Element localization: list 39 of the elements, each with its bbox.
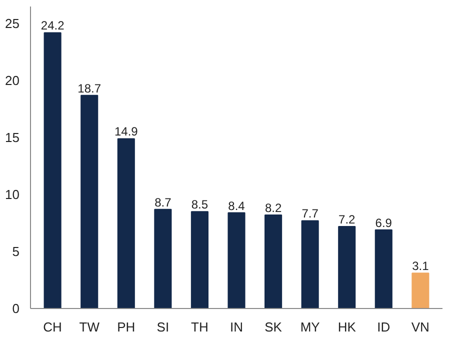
- y-tick-label: 15: [5, 130, 20, 146]
- x-tick-label: TW: [79, 320, 100, 334]
- data-label: 18.7: [78, 81, 102, 96]
- x-tick-label: CH: [43, 320, 62, 334]
- bar: [190, 211, 208, 308]
- x-tick-label: SI: [156, 320, 170, 334]
- x-tick-label: MY: [300, 320, 320, 334]
- x-tick-label: TH: [191, 320, 208, 334]
- y-tick-label: 0: [12, 301, 20, 316]
- bar: [264, 214, 282, 308]
- y-tick-label: 5: [12, 244, 20, 260]
- x-tick-label: SK: [264, 320, 282, 334]
- data-label: 6.9: [375, 216, 392, 230]
- data-label: 8.7: [154, 195, 172, 210]
- y-tick-label: 25: [5, 16, 20, 32]
- data-label: 24.2: [40, 18, 65, 33]
- bar: [117, 138, 135, 308]
- x-tick-label: ID: [377, 320, 390, 334]
- bar: [301, 220, 319, 308]
- data-label: 7.7: [302, 206, 319, 221]
- data-label: 8.2: [264, 201, 282, 216]
- bar: [338, 226, 356, 308]
- data-label: 3.1: [412, 259, 430, 274]
- x-tick-label: HK: [338, 320, 356, 334]
- y-tick-label: 20: [5, 73, 20, 88]
- data-label: 7.2: [338, 212, 356, 226]
- data-label: 8.5: [191, 198, 208, 212]
- bar: [228, 212, 246, 308]
- bar: [44, 32, 62, 308]
- data-label: 8.4: [228, 198, 246, 213]
- bar: [154, 208, 172, 308]
- x-tick-label: VN: [411, 320, 430, 334]
- bar: [80, 94, 98, 308]
- data-label: 14.9: [114, 124, 138, 139]
- bar: [374, 229, 392, 308]
- x-tick-label: IN: [230, 320, 243, 334]
- x-tick-label: PH: [117, 320, 136, 334]
- y-tick-label: 10: [5, 187, 20, 202]
- bar: [412, 272, 430, 308]
